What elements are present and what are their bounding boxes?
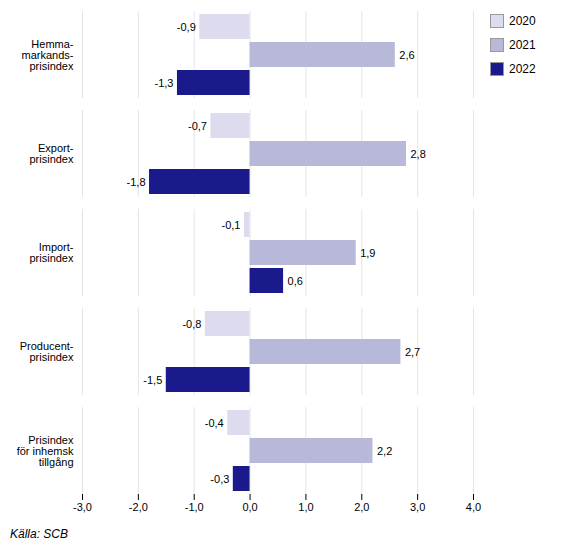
svg-text:0,0: 0,0 bbox=[242, 501, 257, 513]
svg-text:Producent-prisindex: Producent-prisindex bbox=[20, 340, 74, 363]
svg-text:-1,3: -1,3 bbox=[154, 77, 173, 89]
html-text:2022: 2022 bbox=[509, 62, 536, 76]
svg-text:-2,0: -2,0 bbox=[129, 501, 148, 513]
svg-text:Hemma-markands-prisindex: Hemma-markands-prisindex bbox=[22, 38, 74, 72]
svg-text:2,8: 2,8 bbox=[410, 148, 425, 160]
svg-text:1,9: 1,9 bbox=[360, 247, 375, 259]
svg-text:2,2: 2,2 bbox=[377, 445, 392, 457]
svg-text:-0,4: -0,4 bbox=[205, 417, 224, 429]
svg-text:2,6: 2,6 bbox=[399, 49, 414, 61]
svg-text:-0,9: -0,9 bbox=[177, 21, 196, 33]
svg-text:3,0: 3,0 bbox=[410, 501, 425, 513]
svg-text:Import-prisindex: Import-prisindex bbox=[29, 241, 74, 264]
svg-text:-0,1: -0,1 bbox=[222, 219, 241, 231]
svg-text:-1,8: -1,8 bbox=[127, 176, 146, 188]
svg-text:Export-prisindex: Export-prisindex bbox=[29, 142, 74, 165]
svg-text:-1,5: -1,5 bbox=[143, 374, 162, 386]
svg-text:-0,3: -0,3 bbox=[210, 473, 229, 485]
svg-text:-1,0: -1,0 bbox=[185, 501, 204, 513]
html-text:2021: 2021 bbox=[509, 38, 536, 52]
svg-text:Prisindexför inhemsktillgång: Prisindexför inhemsktillgång bbox=[17, 434, 74, 468]
svg-text:-3,0: -3,0 bbox=[73, 501, 92, 513]
svg-text:1,0: 1,0 bbox=[298, 501, 313, 513]
svg-text:-0,8: -0,8 bbox=[182, 318, 201, 330]
svg-text:4,0: 4,0 bbox=[466, 501, 481, 513]
html-text:Källa: SCB: Källa: SCB bbox=[10, 527, 68, 541]
html-text:2020: 2020 bbox=[509, 14, 536, 28]
svg-text:-0,7: -0,7 bbox=[188, 120, 207, 132]
svg-text:0,6: 0,6 bbox=[288, 275, 303, 287]
svg-text:2,0: 2,0 bbox=[354, 501, 369, 513]
svg-text:2,7: 2,7 bbox=[405, 346, 420, 358]
